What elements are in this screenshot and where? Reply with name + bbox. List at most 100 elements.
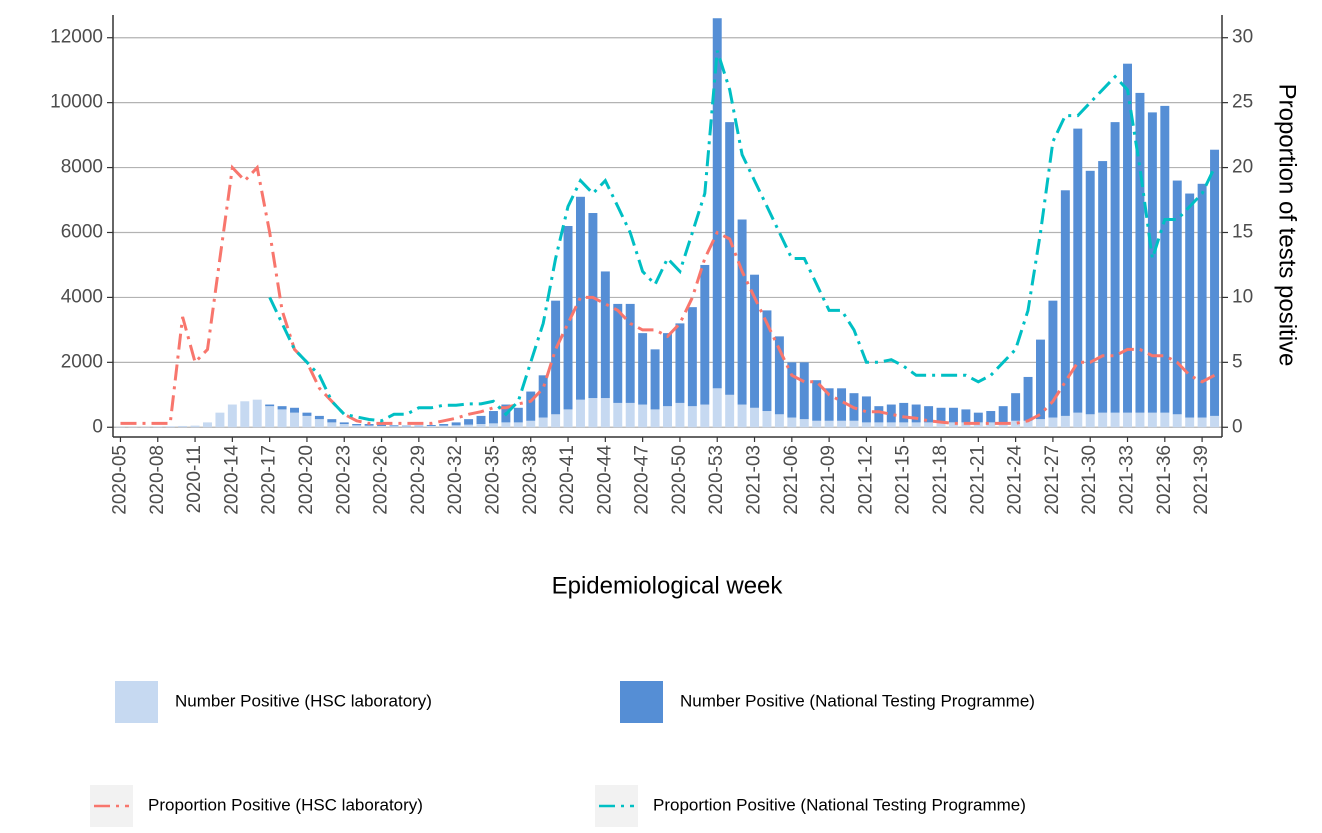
bar bbox=[750, 408, 759, 427]
x-tick-label: 2021-24 bbox=[1005, 445, 1026, 515]
bar bbox=[601, 271, 610, 398]
bar bbox=[278, 406, 287, 409]
legend-item: Proportion Positive (National Testing Pr… bbox=[595, 785, 1026, 827]
x-tick-label: 2020-38 bbox=[520, 445, 541, 515]
bar bbox=[340, 424, 349, 427]
bar bbox=[1111, 122, 1120, 413]
bar bbox=[862, 422, 871, 427]
bar bbox=[775, 414, 784, 427]
bar bbox=[974, 413, 983, 423]
bar bbox=[588, 398, 597, 427]
x-tick-label: 2021-15 bbox=[893, 445, 914, 515]
y-tick-label: 4000 bbox=[61, 286, 103, 307]
x-tick-label: 2021-33 bbox=[1117, 445, 1138, 515]
bar bbox=[1185, 418, 1194, 428]
x-tick-label: 2020-11 bbox=[184, 445, 205, 513]
bar bbox=[576, 400, 585, 428]
bar bbox=[1048, 418, 1057, 428]
x-tick-label: 2021-06 bbox=[781, 445, 802, 515]
bar bbox=[390, 426, 399, 427]
bar bbox=[290, 413, 299, 428]
bar bbox=[327, 419, 336, 422]
bar bbox=[551, 414, 560, 427]
bar bbox=[862, 396, 871, 422]
bar bbox=[887, 422, 896, 427]
bar bbox=[452, 425, 461, 427]
y-tick-label: 0 bbox=[92, 416, 103, 437]
bar bbox=[1061, 416, 1070, 427]
bar bbox=[427, 426, 436, 427]
bar bbox=[203, 422, 212, 427]
bar bbox=[153, 427, 162, 428]
bar bbox=[825, 421, 834, 427]
bar bbox=[675, 403, 684, 427]
bar bbox=[924, 422, 933, 427]
bar bbox=[638, 333, 647, 404]
x-tick-label: 2020-20 bbox=[296, 445, 317, 515]
bar bbox=[787, 418, 796, 428]
bar bbox=[700, 405, 709, 428]
y2-axis-title: Proportion of tests positive bbox=[1274, 84, 1301, 367]
bar bbox=[912, 422, 921, 427]
bar bbox=[1198, 418, 1207, 428]
bar bbox=[1160, 106, 1169, 413]
bar bbox=[812, 421, 821, 427]
bar bbox=[874, 406, 883, 422]
bar bbox=[738, 405, 747, 428]
bar bbox=[663, 333, 672, 406]
y-tick-label: 2000 bbox=[61, 351, 103, 372]
bar bbox=[427, 425, 436, 426]
x-tick-label: 2021-21 bbox=[967, 445, 988, 515]
bar bbox=[588, 213, 597, 398]
x-tick-label: 2021-30 bbox=[1079, 445, 1100, 515]
bar bbox=[663, 406, 672, 427]
x-tick-label: 2021-27 bbox=[1042, 445, 1063, 515]
bar bbox=[986, 411, 995, 422]
bar bbox=[439, 426, 448, 428]
bar bbox=[837, 421, 846, 427]
x-tick-label: 2020-05 bbox=[109, 445, 130, 515]
bar bbox=[477, 424, 486, 427]
bar bbox=[514, 408, 523, 423]
bar bbox=[340, 422, 349, 424]
bar bbox=[228, 405, 237, 428]
x-tick-label: 2021-12 bbox=[855, 445, 876, 515]
bar bbox=[613, 304, 622, 403]
bar bbox=[414, 426, 423, 427]
y-tick-label: 10000 bbox=[50, 92, 103, 113]
bar bbox=[1011, 393, 1020, 421]
bar bbox=[526, 421, 535, 427]
bar bbox=[302, 413, 311, 416]
x-tick-label: 2020-47 bbox=[632, 445, 653, 515]
x-tick-label: 2020-35 bbox=[482, 445, 503, 515]
x-tick-label: 2021-39 bbox=[1191, 445, 1212, 515]
bar bbox=[651, 409, 660, 427]
bar bbox=[675, 323, 684, 403]
bar bbox=[1086, 414, 1095, 427]
y2-tick-label: 25 bbox=[1232, 92, 1253, 113]
bar bbox=[738, 220, 747, 405]
bar bbox=[1098, 413, 1107, 428]
legend-label: Proportion Positive (HSC laboratory) bbox=[148, 795, 423, 814]
y-tick-label: 12000 bbox=[50, 27, 103, 48]
bar bbox=[1111, 413, 1120, 428]
y2-tick-label: 5 bbox=[1232, 351, 1243, 372]
bar bbox=[1073, 413, 1082, 428]
bar bbox=[439, 424, 448, 426]
bar bbox=[501, 422, 510, 427]
x-tick-label: 2021-36 bbox=[1154, 445, 1175, 515]
bar bbox=[1086, 171, 1095, 414]
bar bbox=[961, 409, 970, 422]
bar bbox=[327, 422, 336, 427]
bar bbox=[166, 426, 175, 427]
bar bbox=[539, 375, 548, 417]
bar bbox=[278, 409, 287, 427]
x-tick-label: 2020-44 bbox=[594, 445, 615, 515]
bar bbox=[1173, 414, 1182, 427]
bar bbox=[1185, 194, 1194, 418]
x-axis-title: Epidemiological week bbox=[552, 572, 784, 599]
bar bbox=[949, 408, 958, 423]
legend-item: Number Positive (HSC laboratory) bbox=[115, 681, 432, 723]
bar bbox=[762, 411, 771, 427]
x-tick-label: 2021-18 bbox=[930, 445, 951, 515]
